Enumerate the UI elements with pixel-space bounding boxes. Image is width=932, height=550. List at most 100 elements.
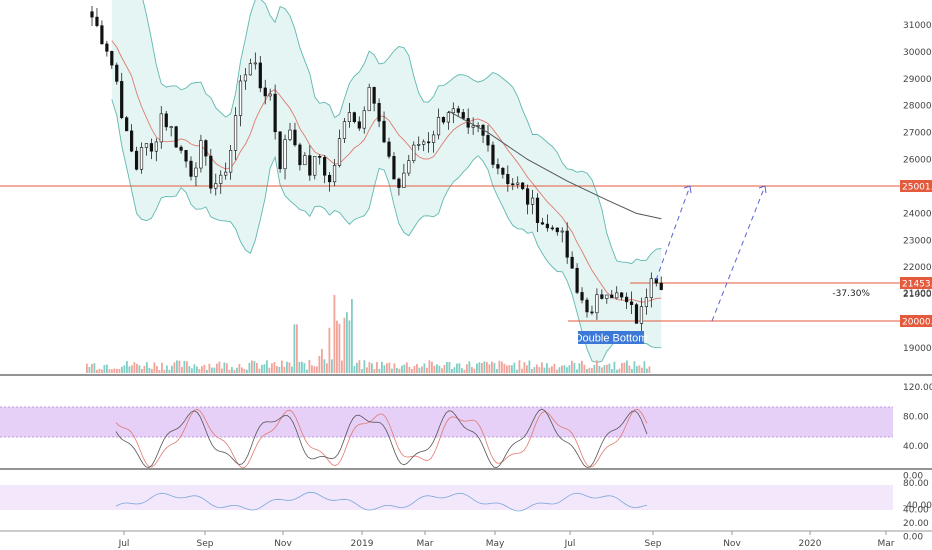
candle: [144, 143, 149, 156]
volume-bar: [271, 363, 273, 373]
candle: [456, 105, 460, 117]
time-axis-label: Jul: [564, 539, 576, 549]
volume-bar: [251, 360, 253, 373]
osc2-axis-label: 40.00: [903, 506, 929, 516]
bollinger-bands: [111, 0, 662, 363]
volume-bar: [628, 365, 631, 373]
level-tag-label: 25001.0: [902, 183, 932, 193]
volume-bar: [593, 364, 596, 373]
osc1-axis-label: 120.00: [903, 383, 932, 393]
candle: [441, 116, 446, 125]
volume-bar: [438, 365, 441, 373]
price-axis-label: 22000.0: [903, 263, 932, 273]
volume-bar: [601, 367, 603, 373]
volume-bar: [501, 361, 503, 373]
candle: [164, 110, 168, 131]
candle: [303, 152, 307, 166]
candle: [565, 222, 569, 264]
time-axis-label: Jul: [118, 539, 130, 549]
volume-bar: [238, 363, 241, 373]
volume-bar: [256, 362, 258, 373]
volume-bar: [93, 363, 96, 373]
volume-bar: [321, 349, 323, 373]
volume-bar: [448, 362, 451, 373]
candle: [110, 50, 114, 69]
candle: [184, 150, 188, 168]
candle: [590, 305, 594, 316]
candle: [659, 276, 663, 291]
price-axis-label: 29000.0: [903, 75, 932, 85]
volume-bar: [171, 365, 173, 373]
candle: [209, 148, 213, 194]
oscillator-1-axis: 120.00 80.00 40.00 0.00 -40.00: [903, 383, 932, 511]
volume-bar: [168, 369, 171, 373]
volume-bar: [431, 361, 433, 373]
volume-bar: [346, 312, 348, 373]
volume-bar: [283, 366, 286, 373]
volume-bar: [476, 363, 478, 373]
band-fill: [111, 0, 662, 363]
volume-bar: [623, 362, 626, 373]
volume-bar: [638, 365, 641, 373]
volume-bar: [156, 366, 158, 373]
band-upper: [142, 0, 662, 265]
oscillator-pane-2: [0, 485, 893, 512]
osc1-line: [115, 408, 648, 469]
volume-bar: [141, 368, 143, 373]
candle: [446, 111, 451, 130]
volume-bar: [293, 324, 296, 373]
candle: [253, 52, 257, 70]
candle: [382, 111, 386, 144]
volume-bar: [473, 368, 476, 373]
osc1-axis-label: -40.00: [903, 501, 932, 511]
volume-bar: [236, 367, 238, 373]
candle: [516, 176, 520, 189]
volume-bar: [388, 362, 391, 373]
volume-bar: [148, 367, 151, 373]
volume-bar: [363, 360, 366, 373]
volume-bar: [621, 363, 623, 373]
volume-bar: [203, 364, 206, 373]
volume-bar: [418, 367, 421, 373]
level-tag-label: 20000.0: [902, 318, 932, 328]
volume-bar: [391, 368, 393, 373]
candle: [224, 162, 228, 180]
candle: [535, 193, 540, 232]
candle: [204, 139, 208, 166]
candle: [263, 79, 267, 105]
candle: [431, 130, 436, 153]
osc1-axis-label: 0.00: [903, 472, 923, 482]
candle: [337, 129, 342, 168]
candle: [342, 117, 347, 144]
volume-bar: [278, 366, 281, 373]
volume-bar: [241, 367, 243, 373]
return-percent-label: -37.30%: [832, 289, 870, 299]
volume-bars: [86, 294, 651, 373]
candle: [323, 154, 327, 184]
candle: [496, 158, 500, 175]
volume-bar: [578, 363, 581, 373]
time-axis-label: 2020: [799, 539, 822, 549]
volume-bar: [591, 368, 593, 373]
time-axis-label: Mar: [417, 539, 434, 549]
volume-bar: [398, 368, 401, 373]
candle: [298, 142, 302, 171]
candle: [486, 125, 490, 152]
volume-bar: [131, 365, 133, 373]
candle: [283, 134, 287, 180]
volume-bar: [313, 366, 316, 373]
candle: [530, 189, 535, 215]
volume-bar: [611, 369, 613, 373]
candle: [471, 117, 475, 135]
volume-bar: [266, 360, 268, 373]
horizontal-levels: [0, 185, 900, 322]
volume-bar: [181, 366, 183, 373]
volume-bar: [613, 361, 616, 373]
candle: [620, 291, 624, 301]
price-axis-label: 31000.0: [903, 21, 932, 31]
price-axis-label: 21400.0: [903, 289, 932, 299]
volume-bar: [106, 364, 108, 373]
volume-bar: [618, 368, 621, 373]
volume-bar: [496, 369, 498, 373]
volume-bar: [221, 368, 223, 373]
